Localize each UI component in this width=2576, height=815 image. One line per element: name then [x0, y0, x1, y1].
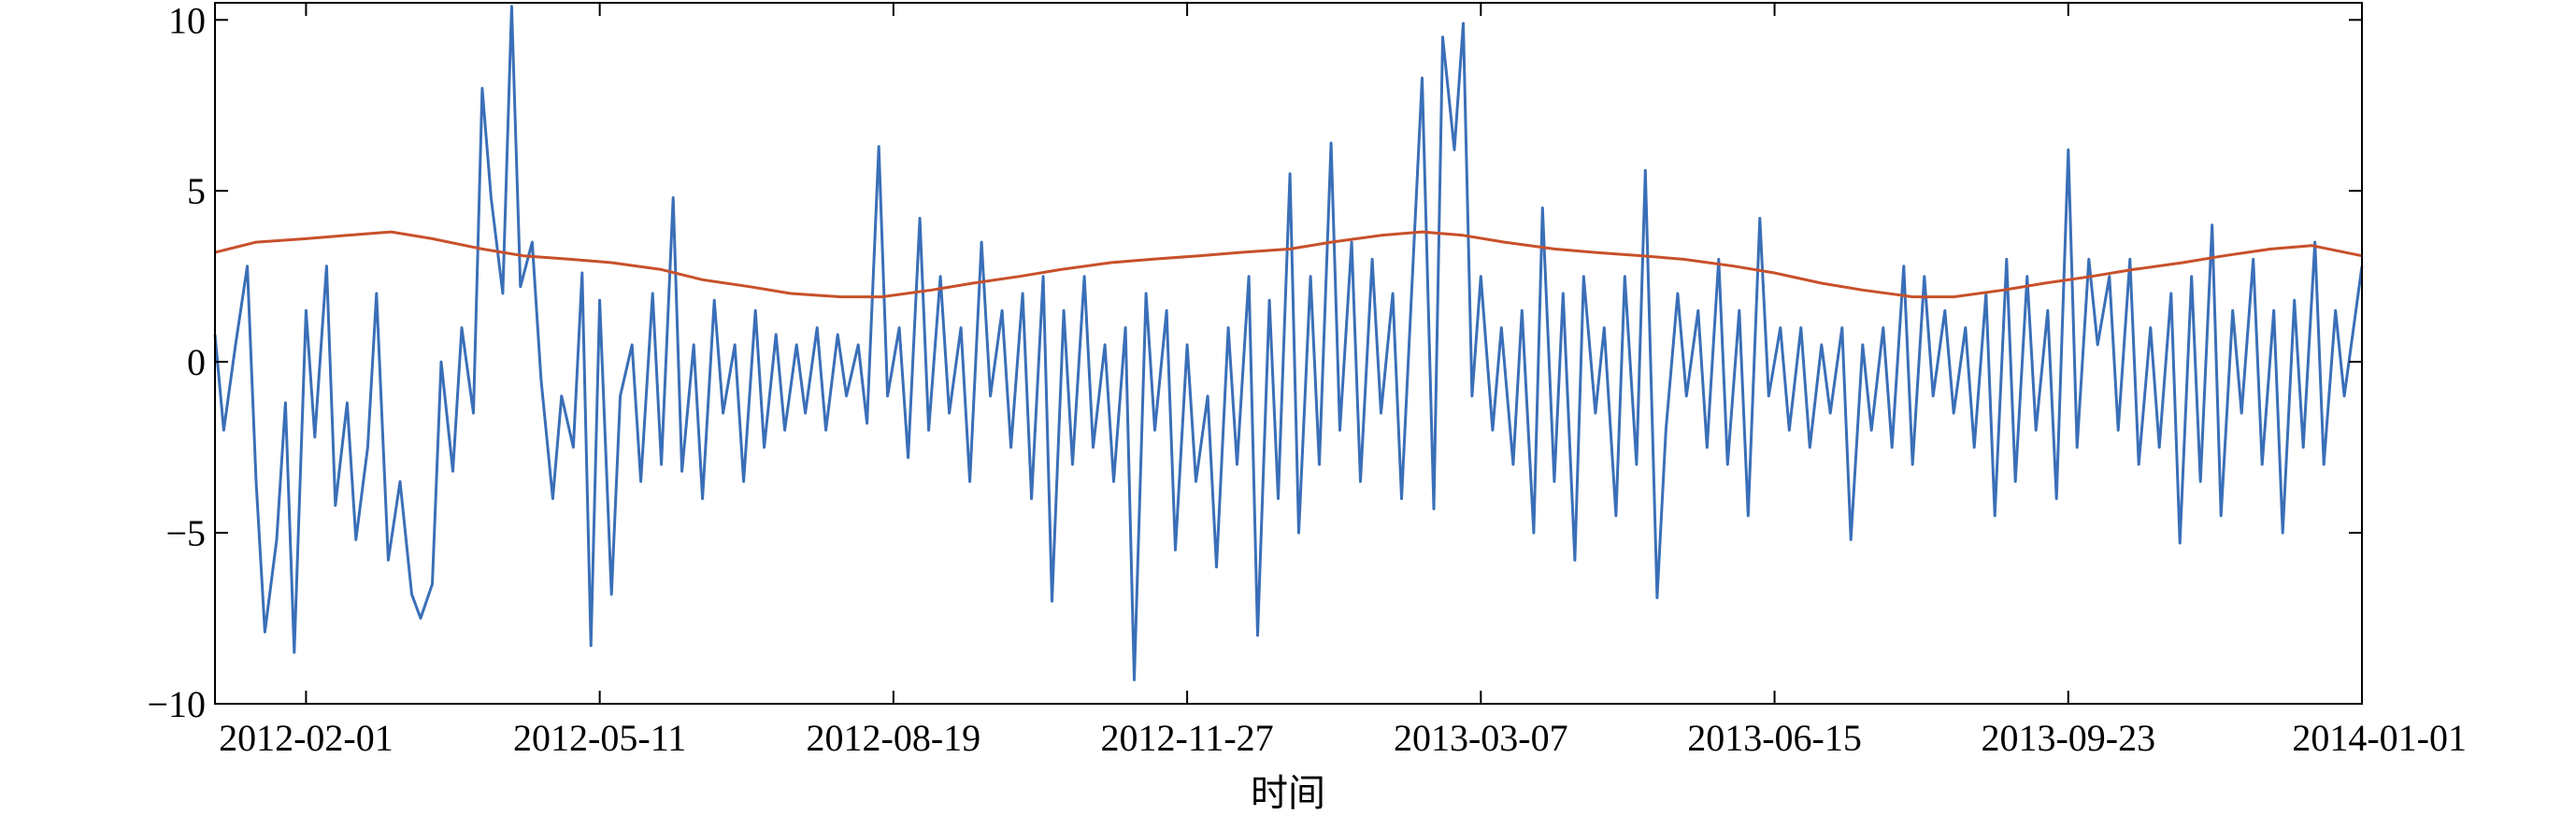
y-tick-label: 5 [187, 170, 206, 212]
y-tick-label: 0 [187, 341, 206, 383]
x-tick-label: 2014-01-01 [2292, 717, 2467, 759]
x-tick-label: 2012-08-19 [807, 717, 981, 759]
x-axis-title: 时间 [1251, 772, 1325, 815]
series-line-2 [214, 230, 2363, 299]
y-tick-label: −5 [165, 512, 206, 554]
plot-frame [214, 2, 2363, 705]
y-tick-label: 10 [168, 0, 206, 41]
x-axis: 2012-02-01 2012-05-11 2012-08-19 2012-11-27… [219, 3, 2467, 759]
y-axis: −10 −5 0 5 10 [147, 0, 2362, 725]
y-tick-label: −10 [147, 683, 206, 725]
x-tick-label: 2012-02-01 [219, 717, 394, 759]
series-line-1 [213, 5, 2364, 681]
x-tick-label: 2012-11-27 [1101, 717, 1274, 759]
x-tick-label: 2013-03-07 [1394, 717, 1568, 759]
x-tick-label: 2013-09-23 [1981, 717, 2155, 759]
series-layer [213, 5, 2364, 681]
x-tick-label: 2013-06-15 [1687, 717, 1862, 759]
x-tick-label: 2012-05-11 [513, 717, 686, 759]
